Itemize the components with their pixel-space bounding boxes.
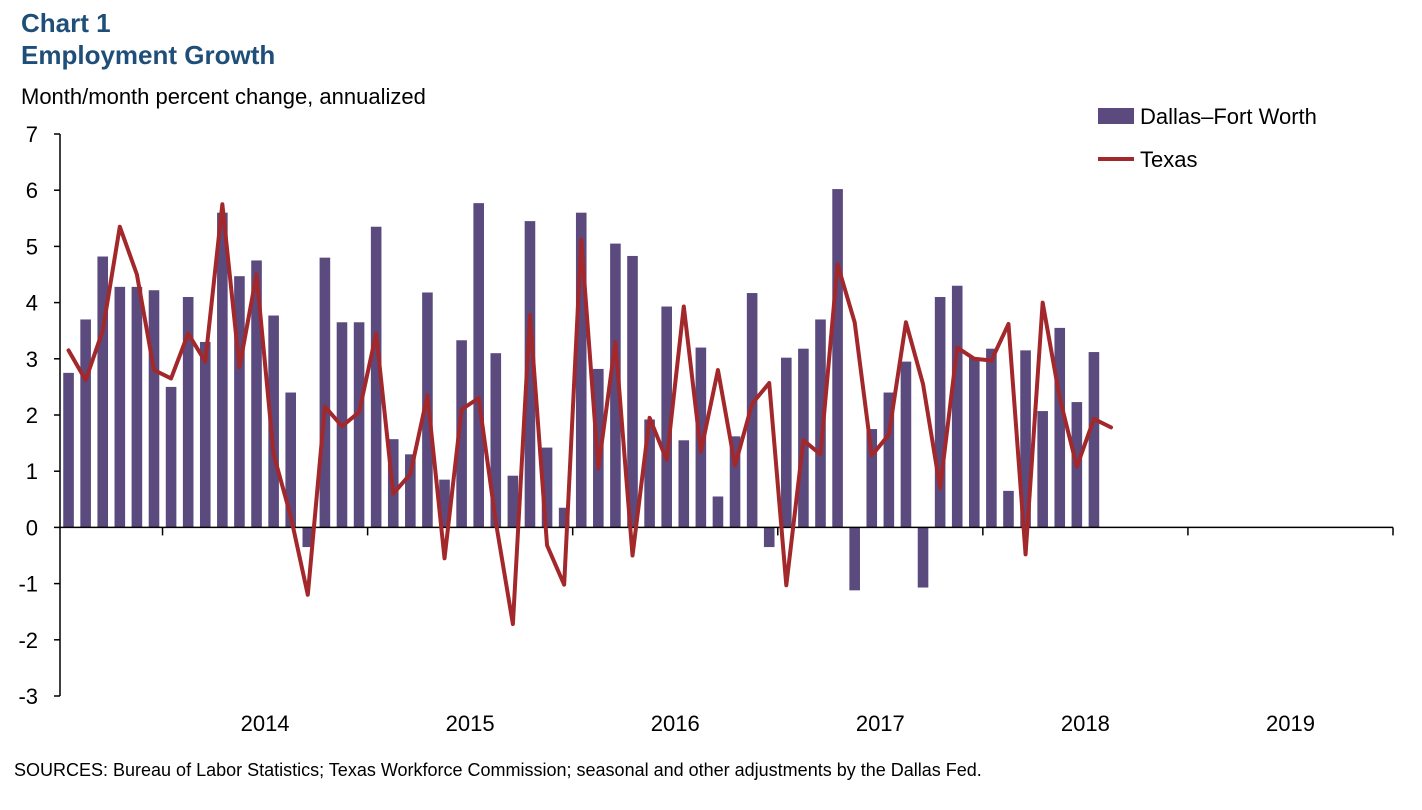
dfw-bar xyxy=(285,392,297,528)
dfw-bar xyxy=(1020,350,1031,528)
dfw-bar xyxy=(1003,490,1014,528)
y-axis-label: Month/month percent change, annualized xyxy=(21,84,426,109)
dfw-bar xyxy=(934,296,946,528)
dfw-bar xyxy=(951,285,963,528)
y-tick-label: 3 xyxy=(26,347,38,372)
dfw-bar xyxy=(302,527,314,548)
dfw-bar xyxy=(456,340,467,528)
dfw-bar xyxy=(63,372,74,528)
dfw-bar xyxy=(883,392,895,528)
dfw-bar xyxy=(712,496,724,528)
dfw-bar xyxy=(319,257,331,528)
dfw-bar xyxy=(815,319,826,528)
y-tick-label: 2 xyxy=(26,403,38,428)
dfw-bar xyxy=(866,429,878,528)
dfw-bar xyxy=(986,348,997,528)
dfw-bar xyxy=(148,290,160,528)
y-tick-label: -1 xyxy=(18,572,38,597)
dfw-bar xyxy=(473,203,484,528)
dfw-bar xyxy=(781,357,792,528)
dfw-bar xyxy=(1054,327,1066,528)
dfw-bar xyxy=(370,226,382,528)
dfw-bar xyxy=(217,212,228,528)
legend-label-dfw: Dallas–Fort Worth xyxy=(1140,104,1317,129)
chart-number: Chart 1 xyxy=(21,8,111,38)
x-tick-label: 2019 xyxy=(1266,711,1315,736)
dfw-bar xyxy=(575,212,587,528)
dfw-bar xyxy=(80,319,91,528)
dfw-bar xyxy=(900,361,912,528)
dfw-bar xyxy=(558,507,570,528)
dfw-bar xyxy=(165,386,177,528)
dfw-bar xyxy=(541,447,553,528)
dfw-bar xyxy=(969,357,980,528)
x-tick-label: 2015 xyxy=(446,711,495,736)
dfw-bar xyxy=(644,419,655,528)
chart-title: Employment Growth xyxy=(21,40,276,70)
dfw-bar xyxy=(439,479,450,528)
dfw-bar xyxy=(97,256,109,528)
dfw-bar xyxy=(268,315,279,528)
dfw-bar xyxy=(661,306,672,528)
y-tick-label: 1 xyxy=(26,459,38,484)
dfw-bar xyxy=(798,348,809,528)
dfw-bar xyxy=(763,527,775,548)
dfw-bar xyxy=(251,260,262,528)
dfw-bar xyxy=(917,527,929,588)
chart-axes: 7 6 5 4 3 2 1 0 -1 -2 -3 2014 2015 2016 2017 2018 2019 xyxy=(18,122,1394,736)
dfw-bar xyxy=(405,454,416,528)
dfw-bar xyxy=(234,276,245,528)
dfw-bar xyxy=(729,436,741,528)
dfw-bar xyxy=(131,286,143,528)
dfw-bar xyxy=(627,255,638,528)
y-tick-label: -3 xyxy=(18,684,38,709)
legend-label-texas: Texas xyxy=(1140,147,1197,172)
dfw-bar xyxy=(849,527,860,591)
x-tick-label: 2014 xyxy=(241,711,290,736)
dfw-bar xyxy=(182,296,194,528)
x-tick-label: 2018 xyxy=(1061,711,1110,736)
y-tick-label: 6 xyxy=(26,178,38,203)
y-tick-label: 7 xyxy=(26,122,38,147)
dfw-bar xyxy=(353,322,365,528)
sources-note: SOURCES: Bureau of Labor Statistics; Tex… xyxy=(14,760,982,780)
legend-swatch-dfw xyxy=(1098,108,1134,124)
y-tick-label: 4 xyxy=(26,291,38,316)
y-tick-label: -2 xyxy=(18,628,38,653)
dfw-bar xyxy=(610,243,621,528)
chart-legend: Dallas–Fort Worth Texas xyxy=(1098,104,1317,172)
dfw-bar xyxy=(832,189,843,528)
y-tick-label: 0 xyxy=(26,515,38,540)
dfw-bar xyxy=(507,475,519,528)
texas-line-series xyxy=(66,202,1114,627)
x-tick-label: 2017 xyxy=(856,711,905,736)
x-tick-label: 2016 xyxy=(651,711,700,736)
dfw-bar xyxy=(678,440,690,528)
dfw-bar xyxy=(524,221,536,528)
dfw-bar xyxy=(1037,411,1048,528)
texas-line xyxy=(66,202,1114,627)
dfw-bar xyxy=(1088,352,1100,528)
dfw-bar xyxy=(490,353,502,528)
dfw-bar xyxy=(114,286,126,528)
dfw-bar xyxy=(199,341,211,528)
y-tick-label: 5 xyxy=(26,234,38,259)
